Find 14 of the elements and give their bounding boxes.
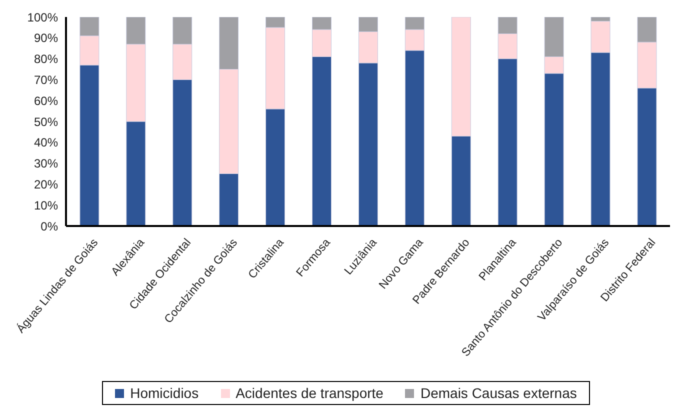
y-tick-label: 0% [40,219,58,234]
y-tick-label: 50% [34,114,58,129]
legend-label: Acidentes de transporte [234,385,384,401]
y-tick-label: 30% [34,156,58,171]
y-tick-label: 60% [34,94,58,108]
y-tick-label: 90% [34,31,58,46]
y-tick-label: 80% [34,52,58,66]
y-tick-label: 100% [27,10,58,24]
legend-label: Demais Causas externas [419,385,577,401]
y-tick-label: 70% [34,72,58,87]
y-tick-label: 20% [34,177,58,192]
legend-label: Homicidios [129,385,199,401]
y-tick-label: 40% [34,136,58,150]
y-tick-label: 10% [34,198,58,212]
